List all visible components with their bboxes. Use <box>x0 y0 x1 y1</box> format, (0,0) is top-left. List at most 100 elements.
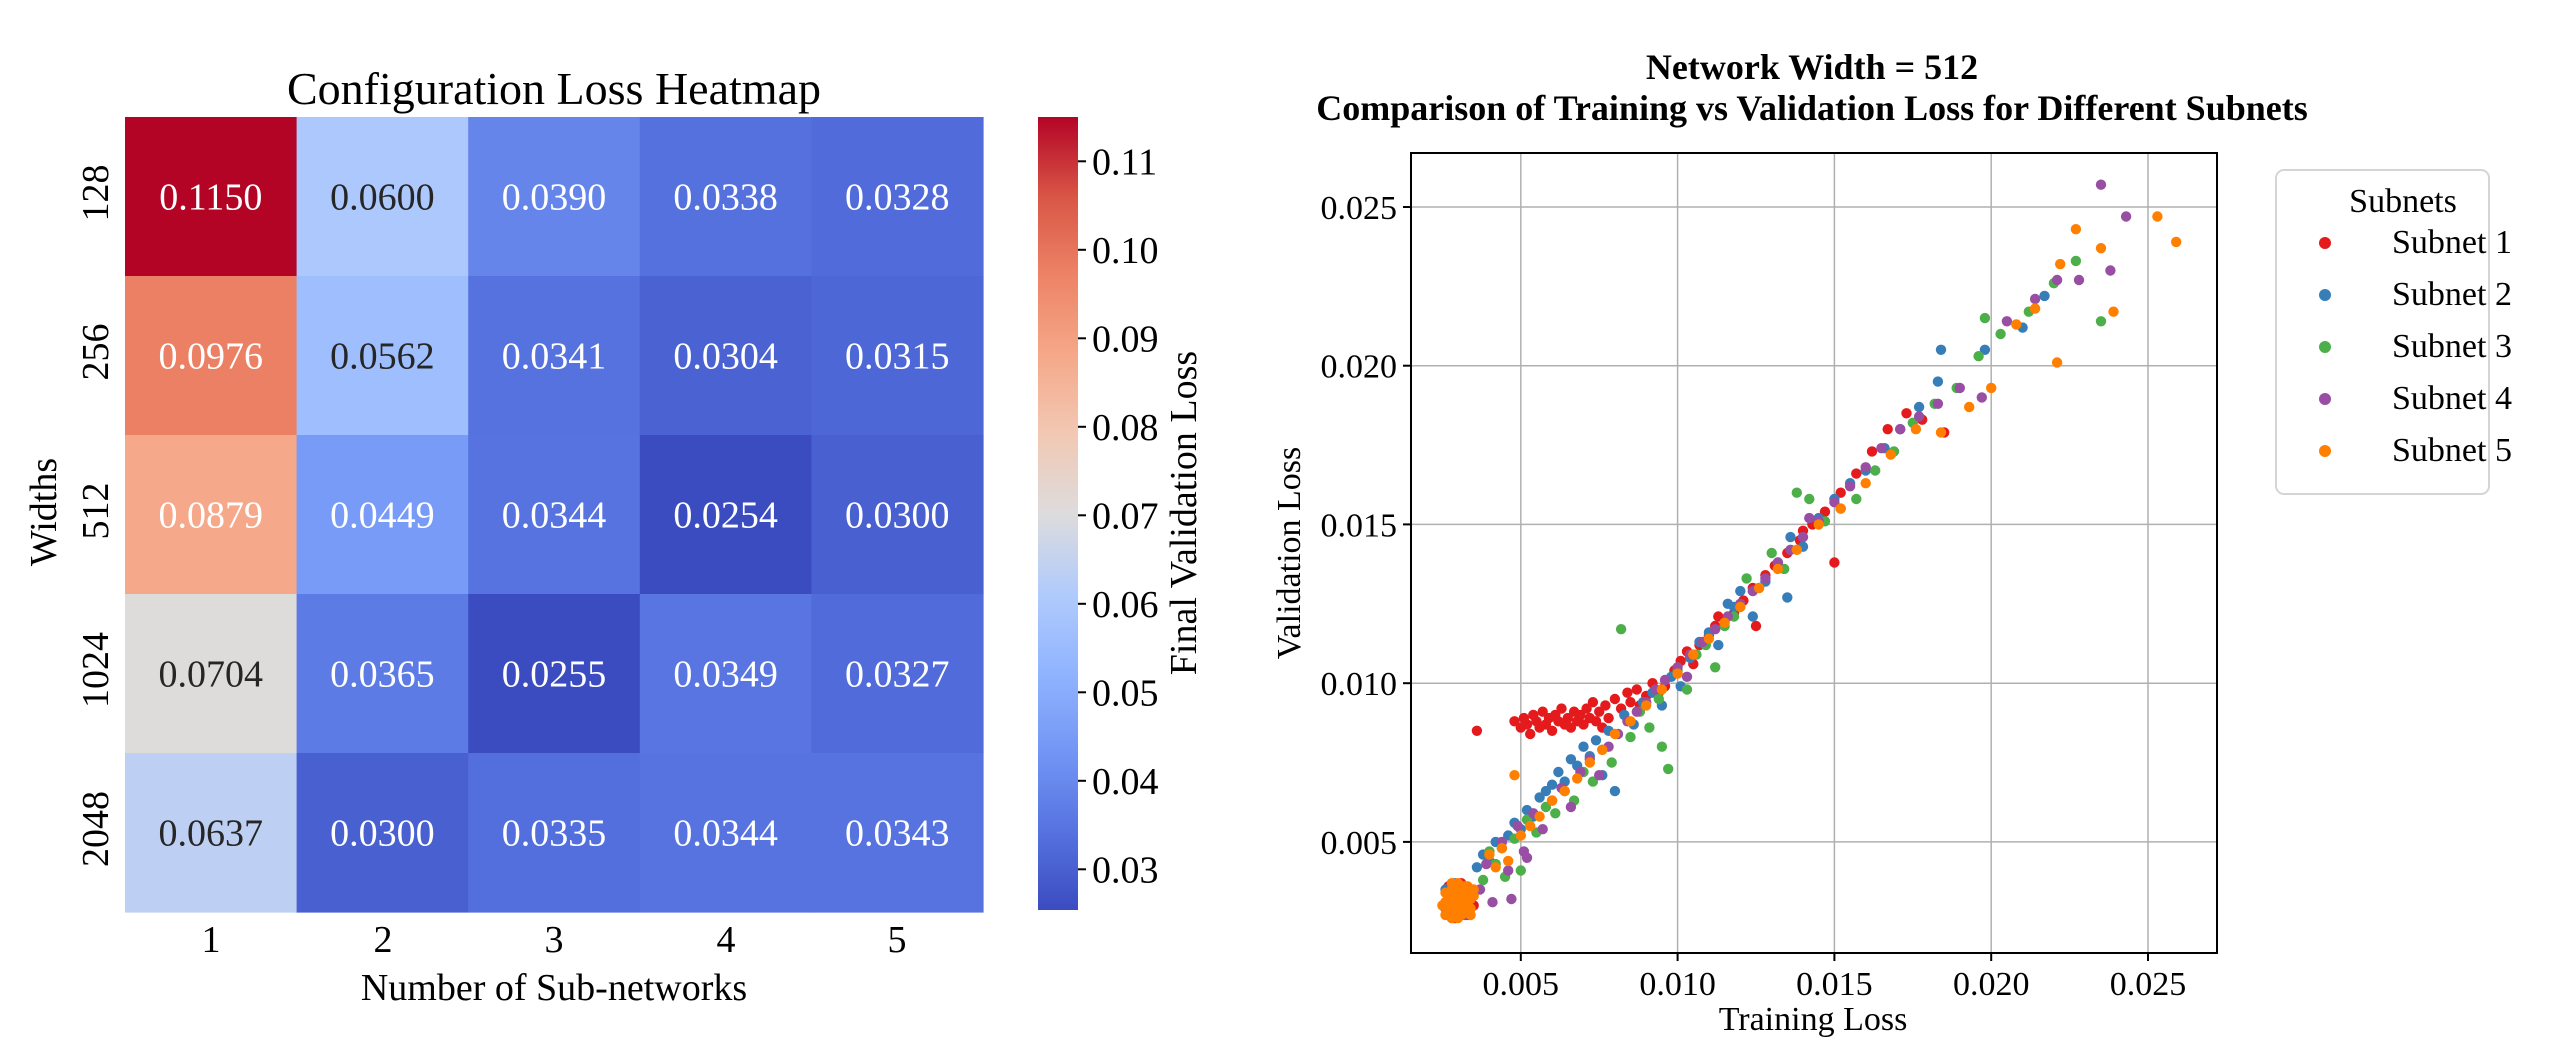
scatter-point-subnet-5 <box>1484 849 1495 860</box>
heatmap-cell-value: 0.0344 <box>502 495 607 537</box>
scatter-ytick-label: 0.015 <box>1321 507 1398 544</box>
heatmap-cell-value: 0.1150 <box>159 177 262 219</box>
scatter-point-subnet-4 <box>1844 481 1856 492</box>
scatter-point-subnet-4 <box>1487 897 1498 908</box>
scatter-point-subnet-5 <box>1503 855 1514 867</box>
scatter-point-subnet-5 <box>1688 649 1699 660</box>
scatter-point-subnet-3 <box>2070 255 2082 267</box>
scatter-ytick-label: 0.020 <box>1321 349 1398 386</box>
scatter-ytick-label: 0.010 <box>1321 666 1398 703</box>
heatmap-cell-value: 0.0600 <box>330 177 435 219</box>
scatter-point-subnet-3 <box>1477 874 1489 886</box>
scatter-point-subnet-5 <box>1496 843 1508 854</box>
scatter-point-subnet-4 <box>2095 179 2107 190</box>
heatmap-cell-value: 0.0976 <box>159 336 264 378</box>
scatter-point-subnet-2 <box>1471 862 1483 873</box>
scatter-point-subnet-5 <box>1465 909 1476 921</box>
legend-label-subnet-5: Subnet 5 <box>2392 432 2512 469</box>
scatter-point-subnet-4 <box>1860 462 1871 473</box>
scatter-ytick-label: 0.005 <box>1321 825 1398 862</box>
legend-box <box>2275 169 2490 495</box>
heatmap-cell-value: 0.0327 <box>845 654 950 696</box>
scatter-point-subnet-5 <box>1515 830 1527 841</box>
heatmap-cell <box>639 117 812 277</box>
scatter-point-subnet-2 <box>1747 611 1759 622</box>
scatter-xtick-label: 0.015 <box>1796 966 1873 1003</box>
heatmap-cell-value: 0.0344 <box>673 813 778 855</box>
scatter-ytick-label: 0.025 <box>1321 190 1398 227</box>
scatter-point-subnet-1 <box>1750 620 1762 632</box>
scatter-point-subnet-4 <box>2051 274 2063 286</box>
heatmap-cell-value: 0.0704 <box>159 654 264 696</box>
scatter-point-subnet-4 <box>1481 858 1492 870</box>
heatmap-xtick-4: 4 <box>717 919 736 961</box>
heatmap-cells: 0.1150 0.0600 0.0390 0.0338 0.0328 0.0976 0.05… <box>125 117 984 913</box>
heatmap-cell <box>639 276 812 436</box>
scatter-point-subnet-3 <box>1550 808 1561 819</box>
scatter-point-subnet-3 <box>1870 465 1881 476</box>
scatter-point-subnet-4 <box>1932 398 1944 409</box>
heatmap-cell <box>811 594 984 754</box>
scatter-point-subnet-3 <box>1515 865 1527 876</box>
heatmap-xtick-1: 1 <box>202 919 221 961</box>
scatter-point-subnet-2 <box>2039 290 2050 302</box>
heatmap-cell <box>468 435 641 595</box>
legend-title: Subnets <box>2349 183 2457 220</box>
heatmap-cell <box>811 435 984 595</box>
heatmap-cell <box>296 594 469 754</box>
scatter-point-subnet-2 <box>1979 344 1991 355</box>
legend-label-subnet-2: Subnet 2 <box>2392 276 2512 313</box>
colorbar-label: Final Validation Loss <box>1163 351 1205 675</box>
scatter-point-subnet-1 <box>1578 719 1589 730</box>
heatmap-cell-value: 0.0365 <box>330 654 435 696</box>
heatmap-cell <box>811 276 984 436</box>
scatter-point-subnet-3 <box>1681 684 1693 695</box>
scatter-point-subnet-5 <box>1452 912 1464 924</box>
heatmap-cell-value: 0.0341 <box>502 336 607 378</box>
scatter-point-subnet-5 <box>1935 427 1947 438</box>
legend-label-subnet-3: Subnet 3 <box>2392 328 2512 365</box>
heatmap-cell <box>811 753 984 913</box>
scatter-point-subnet-4 <box>1659 674 1671 686</box>
scatter-point-subnet-3 <box>1587 776 1599 787</box>
scatter-xtick-label: 0.010 <box>1639 966 1716 1003</box>
scatter-point-subnet-5 <box>1572 773 1583 784</box>
scatter-point-subnet-1 <box>1829 557 1840 568</box>
scatter-xtick-label: 0.020 <box>1953 966 2030 1003</box>
legend-items: Subnet 1 Subnet 2 Subnet 3 Subnet 4 Subnet 5 <box>2319 224 2512 469</box>
scatter-point-subnet-4 <box>1976 392 1988 403</box>
scatter-point-subnet-1 <box>1537 706 1548 717</box>
scatter-subtitle: Comparison of Training vs Validation Los… <box>1316 88 2308 128</box>
scatter-point-subnet-2 <box>1782 592 1793 603</box>
scatter-point-subnet-1 <box>1590 716 1602 727</box>
scatter-point-subnet-3 <box>1656 741 1668 752</box>
scatter-point-subnet-5 <box>1964 401 1975 413</box>
scatter-point-subnet-4 <box>1710 624 1721 635</box>
colorbar-tick-label: 0.03 <box>1092 849 1159 891</box>
scatter-point-subnet-1 <box>1556 703 1567 714</box>
scatter-point-subnet-5 <box>1490 862 1501 873</box>
scatter-point-subnet-4 <box>1565 801 1577 813</box>
scatter-point-subnet-1 <box>1713 611 1724 622</box>
scatter-point-subnet-4 <box>1876 443 1887 454</box>
colorbar-ticks: 0.03 0.04 0.05 0.06 0.07 0.08 0.09 0.10 0.11 <box>1078 141 1159 891</box>
scatter-point-subnet-1 <box>1609 693 1621 705</box>
legend-marker-subnet-4 <box>2319 393 2331 405</box>
legend-marker-subnet-5 <box>2319 445 2331 457</box>
heatmap-cell-value: 0.0315 <box>845 336 950 378</box>
scatter-point-subnet-5 <box>1753 582 1765 594</box>
scatter-point-subnet-3 <box>1973 351 1984 362</box>
scatter-ylabel: Validation Loss <box>1271 447 1308 659</box>
heatmap-cell-value: 0.0338 <box>673 177 778 219</box>
scatter-point-subnet-2 <box>1735 585 1746 597</box>
scatter-point-subnet-5 <box>1986 382 1997 394</box>
legend-marker-subnet-1 <box>2319 237 2331 249</box>
heatmap-cell-value: 0.0343 <box>845 813 950 855</box>
heatmap-cell-value: 0.0449 <box>330 495 435 537</box>
scatter-point-subnet-5 <box>2070 224 2082 235</box>
heatmap-cell <box>125 117 298 277</box>
scatter-point-subnet-1 <box>1622 687 1633 698</box>
scatter-point-subnet-5 <box>1559 785 1570 797</box>
scatter-point-subnet-1 <box>1565 722 1577 733</box>
